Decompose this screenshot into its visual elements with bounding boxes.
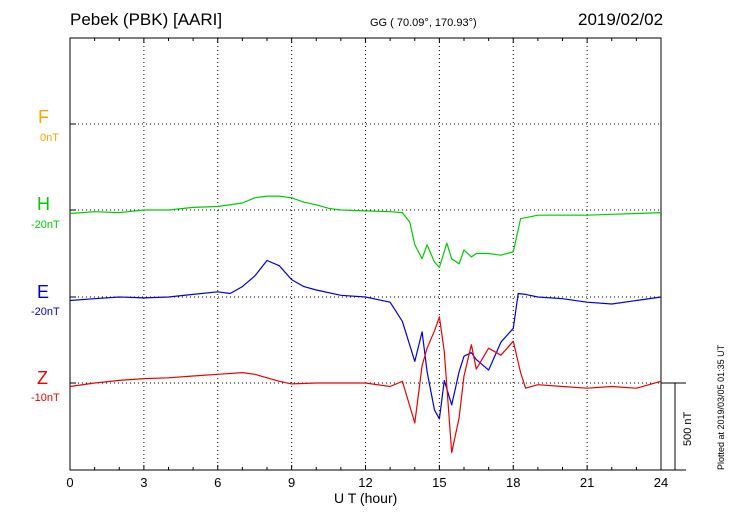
component-h-letter: H	[37, 194, 50, 214]
component-e-baseline: -20nT	[31, 306, 60, 318]
component-h-baseline: -20nT	[31, 219, 60, 231]
x-tick-label-3: 9	[288, 475, 295, 490]
x-tick-label-1: 3	[140, 475, 147, 490]
x-tick-label-5: 15	[432, 475, 446, 490]
component-z-letter: Z	[37, 368, 48, 388]
component-z-baseline: -10nT	[31, 392, 60, 404]
component-e-letter: E	[37, 282, 50, 302]
x-tick-label-8: 24	[654, 475, 668, 490]
x-tick-label-4: 12	[358, 475, 372, 490]
component-f-letter: F	[38, 107, 49, 127]
date-label: 2019/02/02	[578, 10, 664, 29]
series-line-e	[69, 259, 662, 420]
geomagnetic-coordinates: GG ( 70.09°, 170.93°)	[370, 17, 477, 29]
x-tick-label-6: 18	[506, 475, 520, 490]
x-tick-label-2: 6	[214, 475, 221, 490]
series-line-z	[69, 316, 662, 454]
series-line-h	[69, 195, 662, 268]
station-title: Pebek (PBK) [AARI]	[70, 10, 223, 29]
plotted-timestamp: Plotted at 2019/03/05 01:35 UT	[716, 344, 726, 470]
scale-bar-label: 500 nT	[682, 411, 694, 446]
x-tick-label-7: 21	[580, 475, 594, 490]
x-axis-label: U T (hour)	[334, 490, 398, 506]
x-tick-label-0: 0	[66, 475, 73, 490]
component-f-baseline: 0nT	[40, 132, 59, 144]
